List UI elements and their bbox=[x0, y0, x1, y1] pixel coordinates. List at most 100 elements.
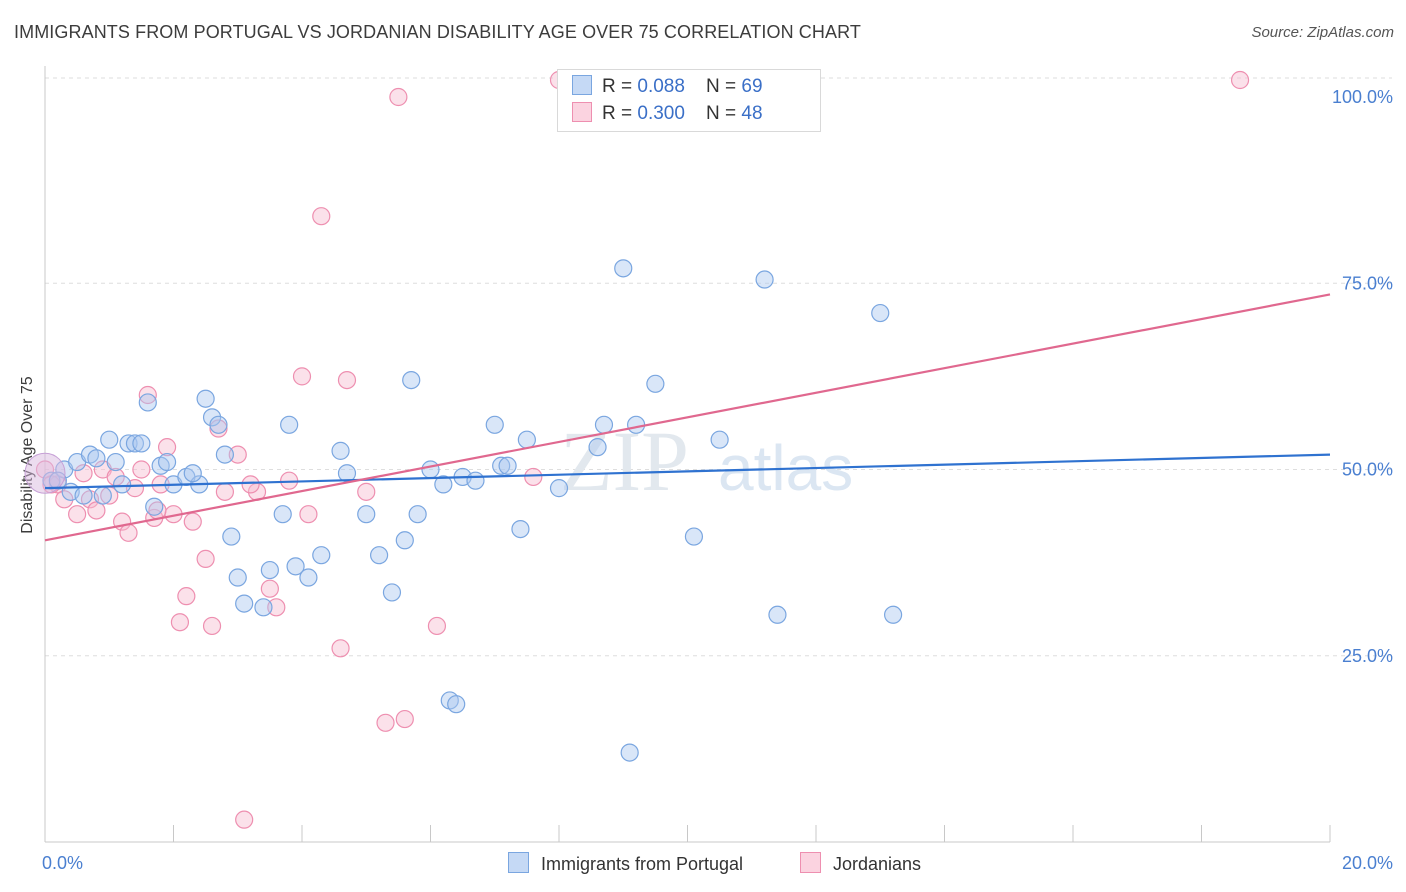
data-point bbox=[1230, 70, 1250, 90]
legend-row-jordanians: R = 0.300 N = 48 bbox=[572, 102, 763, 124]
gridlines bbox=[45, 77, 1392, 657]
legend-swatch-blue bbox=[508, 852, 529, 873]
data-point bbox=[260, 560, 279, 580]
data-point bbox=[588, 438, 607, 457]
data-point bbox=[170, 613, 190, 632]
data-point bbox=[183, 464, 202, 483]
data-point bbox=[524, 467, 543, 487]
data-point bbox=[312, 207, 331, 226]
y-tick-label: 50.0% bbox=[1342, 460, 1393, 480]
data-point bbox=[614, 259, 633, 278]
data-point bbox=[222, 527, 241, 546]
data-point bbox=[183, 512, 202, 531]
n-value: 48 bbox=[741, 103, 763, 124]
data-point bbox=[710, 430, 729, 449]
data-point bbox=[299, 505, 318, 524]
data-point bbox=[112, 475, 132, 494]
data-point bbox=[138, 393, 157, 412]
data-point bbox=[498, 456, 517, 475]
data-point bbox=[55, 490, 74, 509]
data-point bbox=[466, 471, 485, 490]
data-point bbox=[434, 475, 453, 494]
legend-swatch-pink bbox=[800, 852, 821, 873]
data-point bbox=[331, 639, 350, 658]
data-point bbox=[100, 430, 119, 449]
data-point bbox=[389, 87, 408, 107]
data-point bbox=[492, 456, 511, 475]
n-label: N = bbox=[706, 103, 742, 124]
data-point bbox=[87, 449, 106, 468]
data-point bbox=[382, 583, 402, 602]
data-point bbox=[312, 546, 331, 565]
r-label: R = bbox=[602, 103, 638, 124]
data-point bbox=[241, 475, 260, 494]
data-point bbox=[235, 810, 254, 829]
correlation-legend: R = 0.088 N = 69 R = 0.300 N = 48 bbox=[557, 69, 821, 132]
data-point bbox=[871, 303, 890, 323]
data-point bbox=[357, 505, 376, 524]
data-point bbox=[357, 482, 376, 501]
data-point bbox=[395, 531, 414, 550]
data-point bbox=[286, 557, 305, 576]
data-point bbox=[235, 594, 254, 613]
data-point bbox=[145, 497, 164, 516]
svg-text:ZIP: ZIP bbox=[560, 413, 689, 509]
data-point bbox=[768, 605, 787, 624]
data-point bbox=[202, 616, 222, 636]
data-point bbox=[594, 415, 614, 434]
data-point-cluster bbox=[24, 452, 66, 494]
data-point bbox=[125, 434, 145, 453]
data-point bbox=[157, 452, 177, 472]
r-value: 0.088 bbox=[637, 76, 685, 97]
data-point bbox=[74, 486, 93, 505]
trend-lines bbox=[44, 293, 1331, 542]
data-point bbox=[684, 527, 704, 546]
chart-title: IMMIGRANTS FROM PORTUGAL VS JORDANIAN DI… bbox=[14, 22, 861, 42]
y-tick-label: 75.0% bbox=[1342, 273, 1393, 293]
legend-swatch-blue bbox=[572, 75, 592, 95]
data-point bbox=[202, 408, 222, 427]
data-point bbox=[215, 445, 234, 464]
legend-label: Jordanians bbox=[833, 854, 922, 874]
data-point bbox=[299, 568, 318, 587]
data-point bbox=[370, 546, 389, 565]
data-point bbox=[254, 598, 273, 617]
data-point bbox=[132, 460, 151, 479]
data-point bbox=[228, 445, 247, 464]
x-tick-label: 0.0% bbox=[42, 853, 83, 873]
data-point bbox=[132, 434, 151, 453]
y-tick-label: 100.0% bbox=[1332, 87, 1393, 107]
data-point bbox=[376, 713, 395, 732]
legend-item-jordanians[interactable]: Jordanians bbox=[800, 852, 921, 875]
series-legend: Immigrants from Portugal Jordanians bbox=[0, 852, 1406, 878]
data-point bbox=[626, 415, 646, 434]
n-value: 69 bbox=[741, 76, 763, 97]
data-point bbox=[331, 441, 350, 460]
data-point bbox=[292, 367, 312, 386]
data-point bbox=[421, 460, 440, 479]
series-immigrants-from-portugal bbox=[24, 259, 903, 762]
data-point bbox=[447, 695, 466, 714]
data-point bbox=[427, 616, 447, 636]
data-point bbox=[402, 371, 421, 390]
data-point bbox=[620, 743, 639, 762]
data-point bbox=[517, 430, 536, 449]
x-tick-label: 20.0% bbox=[1342, 853, 1393, 873]
legend-swatch-pink bbox=[572, 102, 592, 122]
r-value: 0.300 bbox=[637, 103, 685, 124]
data-point bbox=[93, 486, 112, 505]
data-point bbox=[209, 415, 228, 434]
y-tick-label: 25.0% bbox=[1342, 646, 1393, 666]
data-point bbox=[883, 605, 903, 624]
r-label: R = bbox=[602, 76, 638, 97]
trend-line-portugal bbox=[44, 453, 1331, 490]
data-point bbox=[755, 270, 774, 289]
legend-label: Immigrants from Portugal bbox=[541, 854, 744, 874]
legend-item-portugal[interactable]: Immigrants from Portugal bbox=[508, 852, 743, 875]
data-point bbox=[408, 505, 427, 524]
data-point bbox=[228, 568, 247, 587]
tick-labels: 100.0% 75.0% 50.0% 25.0% 0.0% 20.0% bbox=[42, 87, 1393, 873]
data-point bbox=[106, 452, 125, 472]
data-point bbox=[119, 434, 138, 453]
data-point bbox=[337, 371, 357, 390]
